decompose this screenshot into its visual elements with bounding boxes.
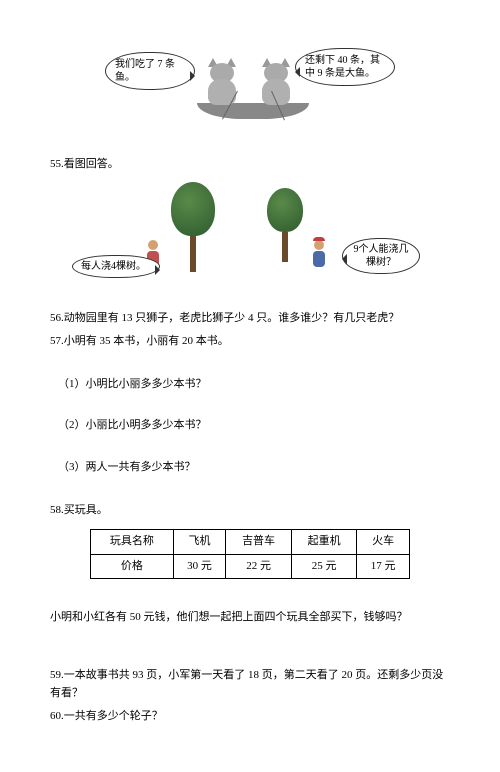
q57-sub3: （3）两人一共有多少本书？: [58, 459, 450, 477]
table-cell: 价格: [91, 554, 174, 579]
speech-bubble-right: 9个人能浇几棵树？: [342, 238, 420, 274]
table-cell: 17 元: [357, 554, 410, 579]
q56-text: 56.动物园里有 13 只狮子，老虎比狮子少 4 只。谁多谁少？有几只老虎？: [50, 310, 450, 328]
tree-icon: [260, 188, 310, 262]
table-cell: 22 元: [226, 554, 292, 579]
q58-title: 58.买玩具。: [50, 502, 450, 520]
q57-title: 57.小明有 35 本书，小丽有 20 本书。: [50, 333, 450, 351]
q57-sub1: （1）小明比小丽多多少本书？: [58, 376, 450, 394]
q55-trees-illustration: 每人浇4棵树。 9个人能浇几棵树？: [50, 182, 450, 292]
speech-bubble-right: 还剩下 40 条，其中 9 条是大鱼。: [295, 48, 395, 86]
table-header: 起重机: [291, 530, 357, 555]
table-header-row: 玩具名称 飞机 吉普车 起重机 火车: [91, 530, 410, 555]
speech-bubble-left: 我们吃了 7 条鱼。: [105, 52, 195, 90]
cat-icon: [203, 63, 241, 108]
child-icon: [310, 240, 328, 270]
table-cell: 25 元: [291, 554, 357, 579]
q57-sub2: （2）小丽比小明多多少本书？: [58, 417, 450, 435]
q59-text: 59.一本故事书共 93 页，小军第一天看了 18 页，第二天看了 20 页。还…: [50, 667, 450, 702]
table-header: 飞机: [173, 530, 226, 555]
q58-question: 小明和小红各有 50 元钱，他们想一起把上面四个玩具全部买下，钱够吗？: [50, 609, 450, 627]
tree-icon: [168, 182, 218, 272]
table-cell: 30 元: [173, 554, 226, 579]
trees-scene: 每人浇4棵树。 9个人能浇几棵树？: [90, 182, 410, 292]
q54-cats-illustration: 我们吃了 7 条鱼。 还剩下 40 条，其中 9 条是大鱼。: [50, 48, 450, 138]
q60-text: 60.一共有多少个轮子？: [50, 708, 450, 726]
table-header: 玩具名称: [91, 530, 174, 555]
table-row: 价格 30 元 22 元 25 元 17 元: [91, 554, 410, 579]
table-header: 火车: [357, 530, 410, 555]
q55-title: 55.看图回答。: [50, 156, 450, 174]
toy-price-table: 玩具名称 飞机 吉普车 起重机 火车 价格 30 元 22 元 25 元 17 …: [90, 529, 410, 579]
cats-scene: 我们吃了 7 条鱼。 还剩下 40 条，其中 9 条是大鱼。: [115, 48, 385, 138]
table-header: 吉普车: [226, 530, 292, 555]
speech-bubble-left: 每人浇4棵树。: [72, 255, 160, 278]
